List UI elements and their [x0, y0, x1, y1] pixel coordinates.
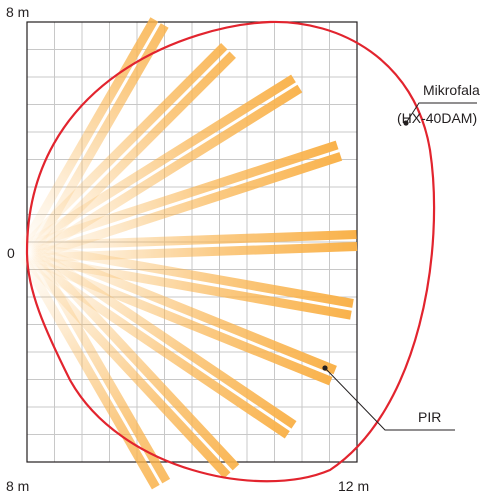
pir-beam-strip [21, 74, 296, 251]
pir-beam-strip [25, 253, 352, 320]
pir-beam-strip [27, 243, 297, 429]
pir-beam-strip [28, 246, 171, 484]
pir-leader-dot [322, 365, 328, 371]
pir-beam-strip [23, 140, 339, 251]
pir-beam-strip [27, 152, 343, 262]
pir-beam-strip [26, 229, 357, 251]
pir-beam-strip [28, 23, 169, 258]
pir-beam-strip [23, 253, 333, 386]
bottom-right-range-label: 12 m [338, 478, 370, 494]
microwave-leader-line [405, 102, 477, 124]
origin-label: 0 [7, 245, 15, 261]
microwave-detection-outline [25, 20, 436, 483]
microwave-leader-dot [403, 120, 409, 126]
pir-beam-strip [21, 253, 290, 439]
pir-label: PIR [418, 409, 442, 425]
pir-beam-strip [27, 84, 303, 261]
pir-leader-line [324, 367, 455, 431]
pir-beam-strip [28, 244, 240, 471]
pir-beam-strip [19, 43, 228, 251]
pir-beam-strip [17, 17, 159, 252]
bottom-left-range-label: 8 m [6, 478, 30, 494]
top-left-range-label: 8 m [6, 4, 30, 20]
pir-beams [17, 17, 358, 490]
microwave-model-label: (HX-40DAM) [397, 110, 478, 126]
microwave-name-label: Mikrofala [423, 82, 480, 98]
pir-beam-strip [27, 242, 337, 375]
pir-beam-strip [27, 241, 354, 308]
pir-beam-strip [17, 252, 160, 490]
